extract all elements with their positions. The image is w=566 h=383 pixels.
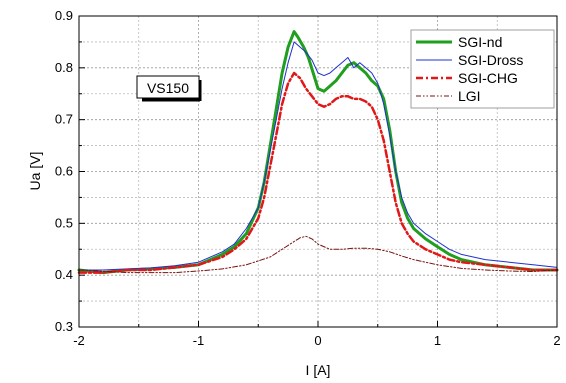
x-axis-label: I [A] [306,362,331,378]
legend-label: SGI-CHG [458,70,518,86]
x-tick-label: 1 [434,333,441,348]
legend: SGI-nd SGI-Dross SGI-CHG LGI [410,29,555,109]
series-group [77,30,559,275]
y-tick-label: 0.6 [55,164,73,179]
legend-label: SGI-nd [458,34,502,50]
y-tick-label: 0.8 [55,60,73,75]
x-tick-label: -2 [73,333,85,348]
series-line-sgi-dross [78,41,558,271]
series-line-sgi-chg [77,71,559,274]
series-line-sgi-nd [77,30,559,275]
x-tick-label: 2 [553,333,560,348]
x-tick-label: -1 [193,333,205,348]
tick-group: -2 -1 0 1 2 0.3 0.4 0.5 0.6 0.7 0.8 0.9 [55,8,561,348]
y-tick-label: 0.5 [55,215,73,230]
y-tick-label: 0.3 [55,319,73,334]
legend-label: SGI-Dross [458,52,523,68]
legend-label: LGI [458,88,481,104]
series-line-lgi [78,235,558,274]
annotation-box: VS150 [136,75,202,102]
x-tick-label: 0 [314,333,321,348]
y-tick-label: 0.9 [55,8,73,23]
y-tick-label: 0.4 [55,267,73,282]
annotation-label: VS150 [147,80,189,96]
y-tick-label: 0.7 [55,112,73,127]
y-axis-label: Ua [V] [27,152,43,191]
